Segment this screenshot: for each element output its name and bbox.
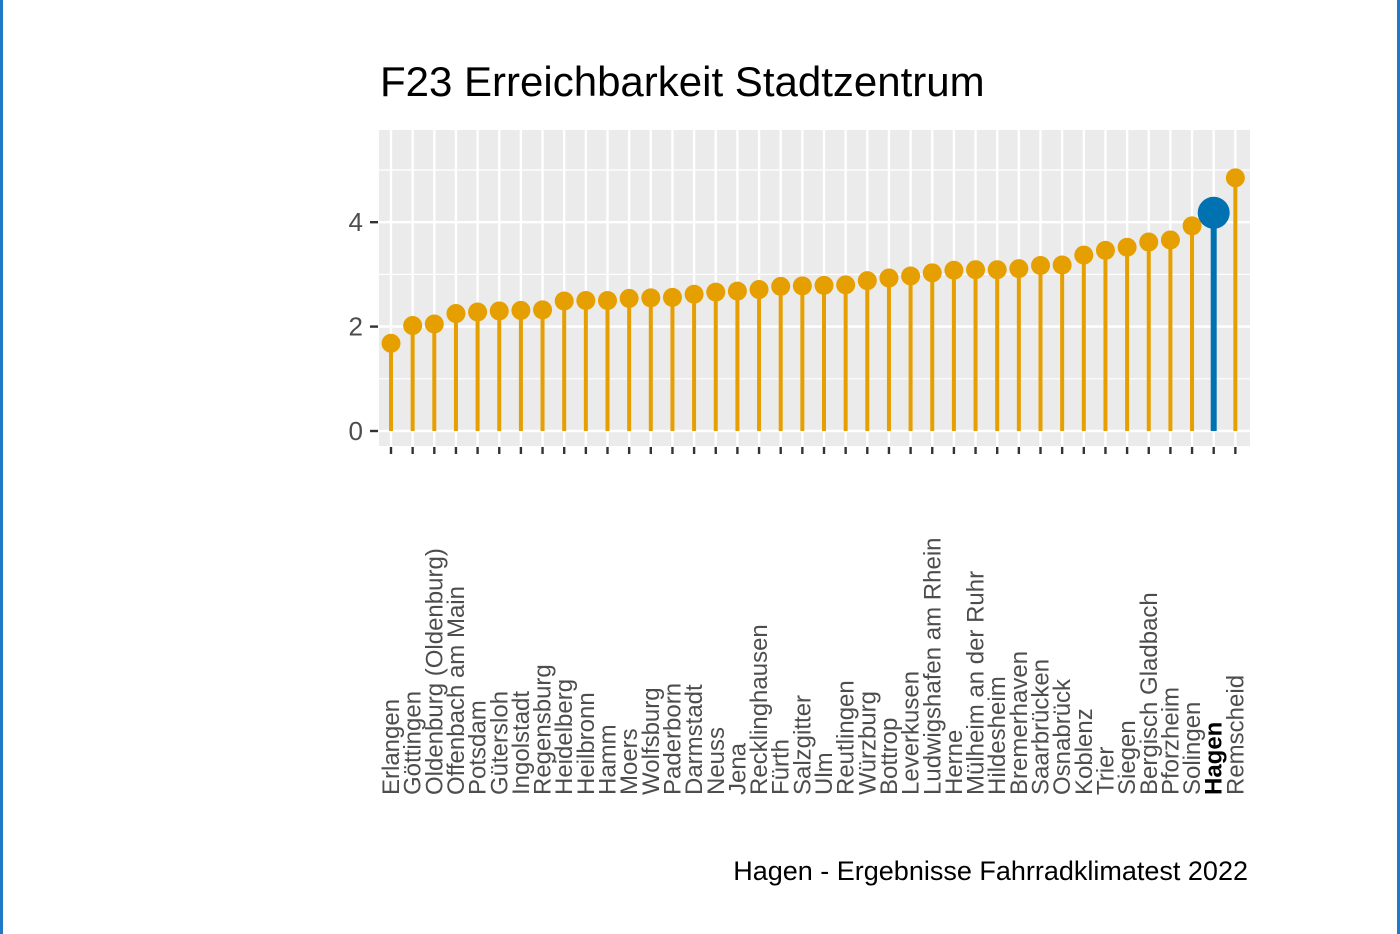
lollipop-dot bbox=[1160, 230, 1180, 250]
lollipop-dot bbox=[511, 300, 531, 320]
x-tick-label: Leverkusen bbox=[898, 671, 925, 795]
x-tick-label: Jena bbox=[724, 742, 751, 795]
lollipop-dot bbox=[1095, 240, 1115, 260]
lollipop-dot bbox=[533, 300, 553, 320]
x-tick-label: Gütersloh bbox=[486, 691, 513, 795]
x-tick-label: Erlangen bbox=[378, 699, 405, 795]
lollipop-dot bbox=[966, 260, 986, 280]
x-tick-label: Bottrop bbox=[876, 718, 903, 795]
x-tick-label: Oldenburg (Oldenburg) bbox=[421, 548, 448, 795]
x-tick-label: Saarbrücken bbox=[1028, 659, 1055, 795]
x-tick-label: Salzgitter bbox=[789, 695, 816, 795]
lollipop-stems bbox=[389, 177, 1238, 431]
lollipop-dot bbox=[1009, 259, 1029, 279]
x-tick-label: Osnabrück bbox=[1049, 678, 1076, 795]
x-tick-label: Hildesheim bbox=[984, 676, 1011, 795]
x-tick-label: Heilbronn bbox=[573, 692, 600, 795]
lollipop-dot bbox=[1117, 237, 1137, 257]
chart-caption: Hagen - Ergebnisse Fahrradklimatest 2022 bbox=[733, 856, 1248, 886]
lollipop-dot bbox=[814, 275, 834, 295]
lollipop-dot bbox=[598, 291, 617, 310]
lollipop-dot bbox=[879, 268, 899, 288]
x-tick-label: Trier bbox=[1092, 747, 1119, 795]
lollipop-dot bbox=[706, 282, 726, 302]
x-tick-label: Göttingen bbox=[400, 691, 427, 795]
x-tick-label: Mülheim an der Ruhr bbox=[963, 571, 990, 795]
lollipop-dot bbox=[771, 276, 791, 296]
lollipop-dots bbox=[381, 168, 1245, 353]
x-tick-label: Hamm bbox=[595, 724, 622, 795]
lollipop-dot bbox=[749, 280, 769, 300]
x-tick-label: Potsdam bbox=[465, 700, 492, 795]
x-tick-label: Hagen bbox=[1201, 722, 1228, 795]
x-tick-label: Heidelberg bbox=[551, 679, 578, 795]
x-tick-label: Ingolstadt bbox=[508, 691, 535, 795]
lollipop-dot bbox=[662, 287, 682, 307]
x-tick-label: Koblenz bbox=[1071, 708, 1098, 795]
lollipop-dot bbox=[489, 301, 509, 321]
lollipop-dot bbox=[836, 275, 856, 295]
lollipop-dot bbox=[1031, 256, 1050, 276]
x-tick-label: Ludwigshafen am Rhein bbox=[919, 538, 946, 796]
lollipop-dot bbox=[1139, 232, 1159, 252]
y-tick-label: 0 bbox=[349, 416, 363, 446]
x-tick-label: Herne bbox=[941, 730, 968, 795]
chart-title: F23 Erreichbarkeit Stadtzentrum bbox=[380, 58, 985, 105]
y-tick-label: 4 bbox=[349, 207, 363, 237]
x-tick-label: Offenbach am Main bbox=[443, 586, 470, 795]
lollipop-dot bbox=[381, 333, 401, 353]
x-tick-label: Pforzheim bbox=[1157, 687, 1184, 795]
lollipop-dot bbox=[901, 266, 921, 286]
lollipop-dot bbox=[1052, 255, 1072, 275]
lollipop-dot bbox=[792, 276, 812, 296]
x-tick-label: Ulm bbox=[811, 752, 838, 795]
x-tick-label: Paderborn bbox=[659, 683, 686, 795]
x-tick-label: Fürth bbox=[768, 739, 795, 795]
lollipop-dot bbox=[727, 281, 747, 301]
frame-border-left bbox=[0, 0, 3, 934]
lollipop-dot bbox=[446, 304, 466, 324]
x-tick-label: Recklinghausen bbox=[746, 624, 773, 795]
lollipop-dot bbox=[641, 288, 661, 308]
lollipop-dot bbox=[468, 302, 488, 322]
x-tick-label: Wolfsburg bbox=[638, 687, 665, 795]
x-tick-label: Moers bbox=[616, 728, 643, 795]
x-tick-label: Reutlingen bbox=[833, 680, 860, 795]
lollipop-dot bbox=[684, 284, 704, 304]
x-tick-label: Darmstadt bbox=[681, 684, 708, 795]
lollipop-dot bbox=[857, 271, 877, 291]
y-tick-label: 2 bbox=[349, 312, 363, 342]
x-tick-label: Solingen bbox=[1179, 702, 1206, 795]
lollipop-dot bbox=[1182, 216, 1202, 236]
lollipop-dot bbox=[576, 291, 596, 310]
axis-ticks: 0 2 4 bbox=[349, 207, 1237, 454]
lollipop-dot bbox=[424, 314, 444, 334]
x-tick-label: Neuss bbox=[703, 727, 730, 795]
lollipop-dot bbox=[1074, 245, 1094, 265]
lollipop-dot bbox=[619, 288, 639, 308]
lollipop-dot-highlight bbox=[1197, 196, 1230, 229]
x-tick-label: Regensburg bbox=[530, 664, 557, 795]
lollipop-dot bbox=[944, 260, 964, 280]
lollipop-dot bbox=[1225, 168, 1245, 188]
x-tick-label: Bremerhaven bbox=[1006, 651, 1033, 795]
x-tick-label: Remscheid bbox=[1222, 675, 1249, 795]
x-tick-label: Bergisch Gladbach bbox=[1136, 592, 1163, 795]
lollipop-dot bbox=[403, 316, 423, 336]
x-tick-label: Würzburg bbox=[854, 691, 881, 795]
plot-panel bbox=[379, 130, 1250, 446]
lollipop-dot bbox=[987, 260, 1007, 280]
x-tick-label: Siegen bbox=[1114, 720, 1141, 795]
frame-border-right bbox=[1397, 0, 1400, 934]
lollipop-dot bbox=[922, 263, 942, 283]
lollipop-dot bbox=[554, 291, 574, 311]
